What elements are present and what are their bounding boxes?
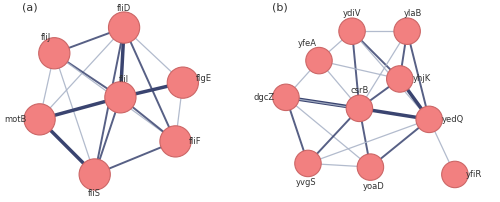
Circle shape — [24, 104, 55, 135]
Text: (a): (a) — [22, 2, 37, 12]
Circle shape — [160, 126, 191, 157]
Circle shape — [339, 18, 365, 44]
Circle shape — [442, 161, 468, 188]
Text: fliF: fliF — [188, 137, 201, 146]
Text: fliJ: fliJ — [40, 33, 50, 42]
Text: ylaB: ylaB — [404, 9, 422, 18]
Text: ydiV: ydiV — [343, 9, 361, 18]
Circle shape — [357, 154, 384, 180]
Circle shape — [167, 67, 198, 98]
Text: flil: flil — [119, 76, 129, 84]
Text: (b): (b) — [272, 2, 287, 12]
Text: motB: motB — [4, 115, 27, 124]
Text: flgE: flgE — [196, 75, 212, 83]
Circle shape — [272, 84, 299, 110]
Circle shape — [416, 106, 442, 133]
Circle shape — [346, 95, 372, 122]
Circle shape — [295, 150, 321, 177]
Circle shape — [394, 18, 420, 44]
Circle shape — [306, 47, 332, 74]
Circle shape — [386, 66, 413, 92]
Text: yoaD: yoaD — [363, 182, 385, 191]
Text: yedQ: yedQ — [442, 115, 464, 124]
Text: fliS: fliS — [88, 189, 101, 198]
Text: yfiR: yfiR — [466, 170, 482, 179]
Circle shape — [38, 38, 70, 69]
Circle shape — [79, 159, 110, 190]
Text: csrB: csrB — [350, 86, 368, 96]
Text: dgcZ: dgcZ — [254, 93, 275, 102]
Text: yvgS: yvgS — [296, 178, 316, 187]
Text: yfeA: yfeA — [298, 39, 317, 48]
Text: yhjK: yhjK — [412, 75, 431, 83]
Circle shape — [105, 82, 136, 113]
Text: fliD: fliD — [117, 4, 131, 13]
Circle shape — [108, 12, 140, 43]
